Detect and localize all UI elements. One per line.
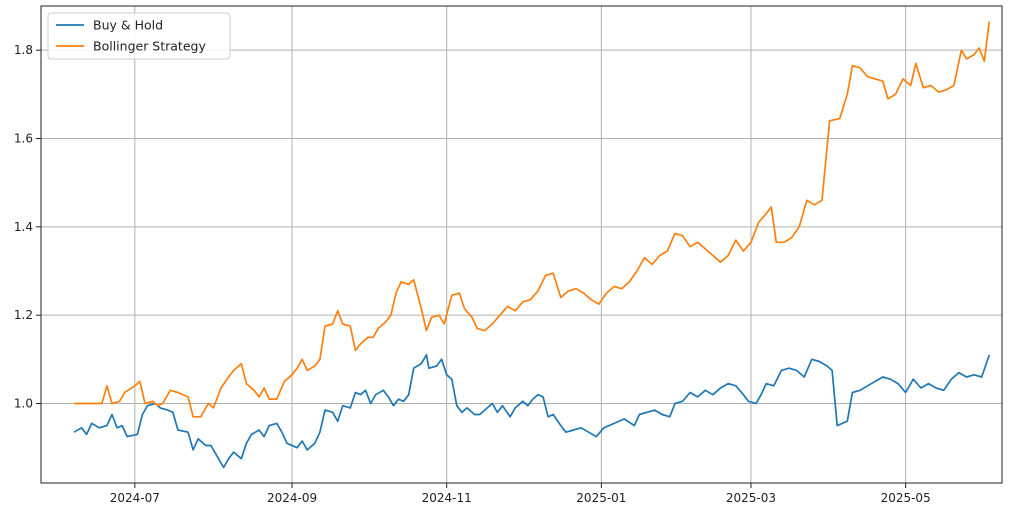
legend-box	[47, 12, 231, 60]
series-lines	[73, 21, 991, 469]
x-tick-label: 2024-07	[110, 491, 160, 505]
x-tick-label: 2025-01	[576, 491, 626, 505]
axis-ticks: 2024-07 2024-09 2024-11 2025-01 2025-03 2025-…	[14, 43, 931, 505]
x-tick-label: 2024-09	[267, 491, 317, 505]
y-tick-label: 1.2	[14, 308, 33, 322]
y-tick-label: 1.0	[14, 397, 33, 411]
x-tick-label: 2025-03	[726, 491, 776, 505]
x-tick-label: 2025-05	[881, 491, 931, 505]
series-line-1	[74, 21, 991, 418]
plot-frame	[40, 5, 1003, 484]
legend-label: Bollinger Strategy	[93, 39, 206, 54]
x-tick-label: 2024-11	[422, 491, 472, 505]
y-tick-label: 1.6	[14, 132, 33, 146]
legend: Buy & Hold Bollinger Strategy	[47, 12, 231, 60]
legend-label: Buy & Hold	[93, 18, 163, 33]
y-tick-label: 1.8	[14, 43, 33, 57]
series-line-0	[73, 354, 991, 469]
grid	[41, 6, 1002, 483]
y-tick-label: 1.4	[14, 220, 33, 234]
